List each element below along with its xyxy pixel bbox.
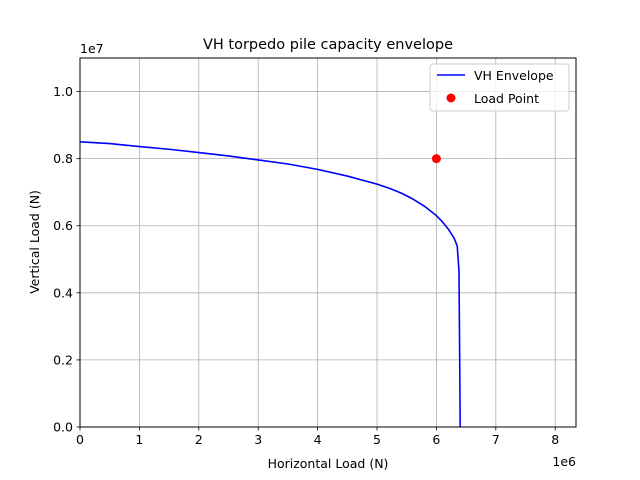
plot-data (79, 141, 461, 428)
x-tick-label: 5 (373, 432, 381, 447)
legend-marker-swatch (446, 93, 456, 103)
x-tick-label: 6 (432, 432, 440, 447)
y-tick-label: 1.0 (53, 84, 73, 99)
x-tick-label: 1 (135, 432, 143, 447)
x-tick-label: 8 (551, 432, 559, 447)
ticks: 0 1 2 3 4 5 6 7 8 0.0 0.2 0.4 0.6 0.8 1.0 (53, 84, 559, 447)
x-tick-label: 3 (254, 432, 262, 447)
plot-frame (79, 57, 577, 428)
y-tick-label: 0.8 (53, 151, 73, 166)
x-axis-label: Horizontal Load (N) (268, 456, 389, 471)
y-tick-label: 0.0 (53, 420, 73, 435)
legend-label-envelope: VH Envelope (474, 68, 554, 83)
load-point-marker (431, 154, 441, 164)
y-tick-label: 0.4 (53, 285, 73, 300)
x-tick-label: 2 (195, 432, 203, 447)
legend-label-load-point: Load Point (474, 91, 539, 106)
y-axis-label: Vertical Load (N) (27, 190, 42, 294)
chart-title: VH torpedo pile capacity envelope (203, 37, 453, 53)
x-tick-label: 4 (314, 432, 322, 447)
legend: VH Envelope Load Point (429, 63, 570, 112)
y-tick-label: 0.2 (53, 352, 73, 367)
envelope-line (79, 141, 461, 428)
x-tick-label: 0 (76, 432, 84, 447)
x-axis-multiplier: 1e6 (552, 454, 576, 469)
y-axis-multiplier: 1e7 (80, 41, 104, 56)
y-tick-label: 0.6 (53, 218, 73, 233)
x-tick-label: 7 (492, 432, 500, 447)
